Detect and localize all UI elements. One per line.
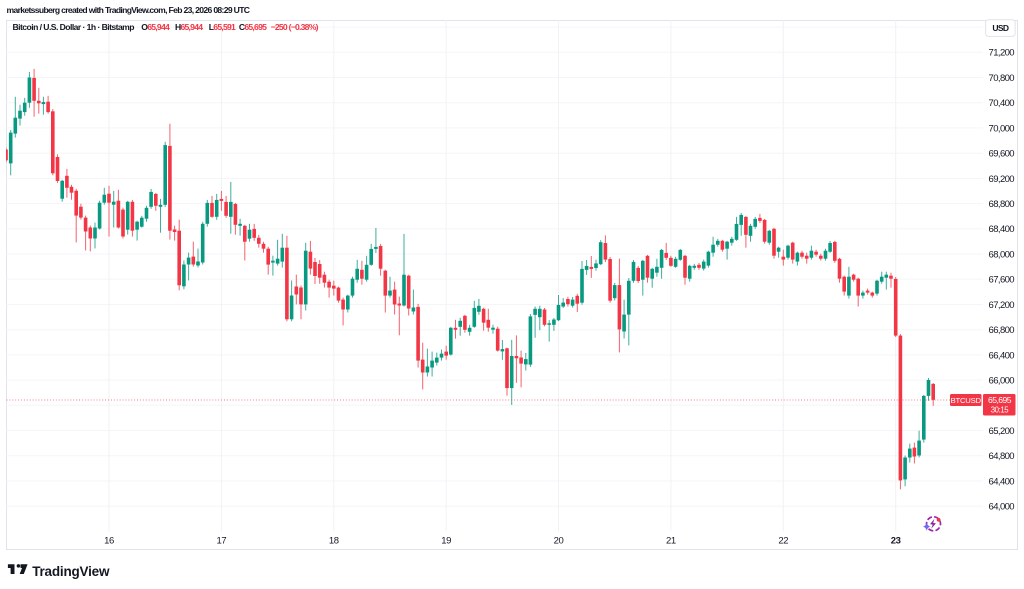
svg-text:21: 21 xyxy=(666,535,676,546)
svg-text:65,200: 65,200 xyxy=(989,426,1015,437)
svg-text:65,695: 65,695 xyxy=(988,395,1012,405)
svg-text:23: 23 xyxy=(891,535,901,546)
svg-text:Bitcoin / U.S. Dollar · 1h · B: Bitcoin / U.S. Dollar · 1h · Bitstamp xyxy=(13,22,135,32)
svg-text:67,200: 67,200 xyxy=(989,300,1015,311)
svg-text:69,600: 69,600 xyxy=(989,149,1015,160)
svg-text:70,800: 70,800 xyxy=(989,73,1015,84)
svg-text:67,600: 67,600 xyxy=(989,275,1015,286)
svg-text:C65,695: C65,695 xyxy=(239,22,267,32)
svg-text:69,200: 69,200 xyxy=(989,174,1015,185)
svg-text:O65,944: O65,944 xyxy=(141,22,170,32)
svg-text:marketssuberg created with Tra: marketssuberg created with TradingView.c… xyxy=(7,5,250,15)
svg-text:BTCUSD: BTCUSD xyxy=(951,396,982,405)
svg-text:USD: USD xyxy=(992,23,1009,33)
svg-text:64,400: 64,400 xyxy=(989,476,1015,487)
svg-text:H65,944: H65,944 xyxy=(175,22,203,32)
svg-text:64,800: 64,800 xyxy=(989,451,1015,462)
svg-text:17: 17 xyxy=(217,535,227,546)
svg-text:18: 18 xyxy=(329,535,339,546)
svg-text:L65,591: L65,591 xyxy=(209,22,236,32)
svg-text:66,800: 66,800 xyxy=(989,325,1015,336)
svg-text:68,000: 68,000 xyxy=(989,249,1015,260)
svg-text:19: 19 xyxy=(441,535,451,546)
svg-text:30:15: 30:15 xyxy=(991,405,1010,414)
svg-text:71,200: 71,200 xyxy=(989,48,1015,59)
svg-text:−250 (−0.38%): −250 (−0.38%) xyxy=(271,22,319,32)
svg-text:22: 22 xyxy=(778,535,788,546)
svg-text:66,400: 66,400 xyxy=(989,350,1015,361)
svg-text:16: 16 xyxy=(104,535,114,546)
svg-text:66,000: 66,000 xyxy=(989,376,1015,387)
svg-text:68,400: 68,400 xyxy=(989,224,1015,235)
svg-text:20: 20 xyxy=(554,535,564,546)
svg-text:TradingView: TradingView xyxy=(32,564,110,579)
svg-text:70,400: 70,400 xyxy=(989,98,1015,109)
svg-text:68,800: 68,800 xyxy=(989,199,1015,210)
svg-text:70,000: 70,000 xyxy=(989,123,1015,134)
svg-text:64,000: 64,000 xyxy=(989,502,1015,513)
